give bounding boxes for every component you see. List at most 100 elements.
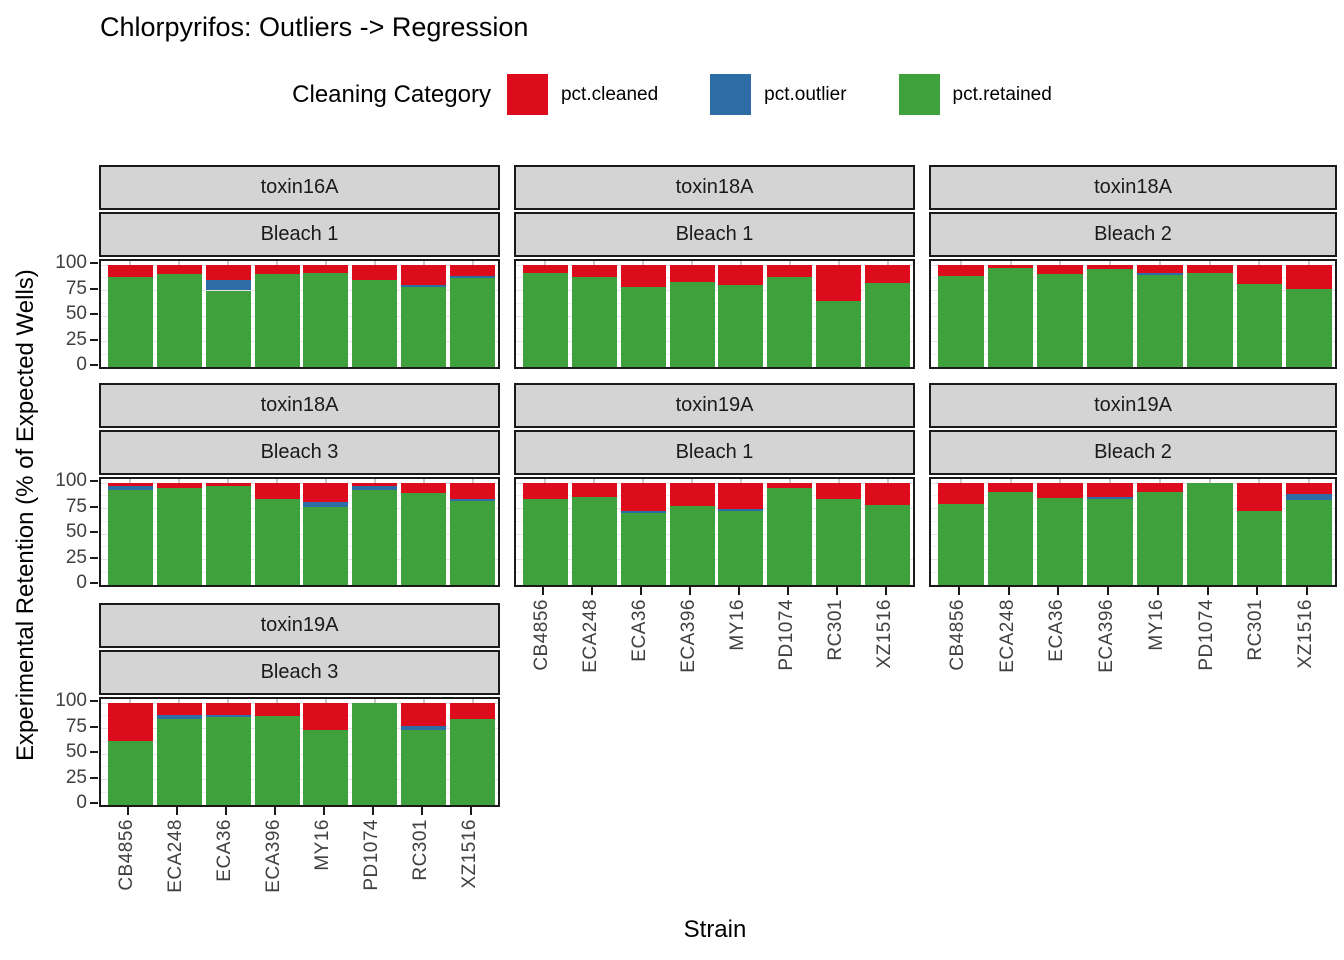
y-axis-tick [90, 531, 98, 533]
bar-segment-pct-retained [352, 280, 398, 367]
bar-segment-pct-retained [352, 703, 398, 805]
facet-strip-toxin: toxin18A [99, 383, 500, 428]
x-axis-tick-label: PD1074 [775, 599, 797, 671]
bar-segment-pct-retained [669, 506, 715, 585]
minor-tick [471, 261, 474, 265]
facet-strip-bleach: Bleach 1 [514, 430, 915, 475]
minor-tick [1258, 479, 1261, 483]
minor-tick [324, 699, 327, 703]
legend: Cleaning Category pct.cleaned pct.outlier… [0, 74, 1344, 115]
y-axis-tick [90, 313, 98, 315]
gridline [931, 302, 1335, 304]
bar-segment-pct-retained [816, 300, 862, 367]
x-axis-title: Strain [683, 916, 747, 943]
x-axis-tick-label: RC301 [824, 599, 846, 661]
y-axis-tick [90, 556, 98, 559]
bar-segment-pct-outlier [352, 486, 398, 491]
x-axis-tick-label: RC301 [409, 819, 431, 881]
minor-tick [1109, 261, 1112, 265]
bar-segment-pct-cleaned [450, 265, 496, 277]
bar-segment-pct-retained [1286, 500, 1333, 585]
bar-segment-pct-cleaned [450, 483, 496, 500]
minor-tick [276, 261, 279, 265]
bar-segment-pct-cleaned [401, 265, 447, 286]
facet-strip-bleach: Bleach 1 [99, 212, 500, 257]
x-axis-tick-label: ECA36 [214, 819, 236, 882]
bar-segment-pct-retained [937, 276, 984, 367]
minor-tick [373, 479, 376, 483]
x-axis-tick-label: ECA396 [263, 819, 285, 893]
y-axis-tick [90, 364, 98, 366]
bar-segment-pct-retained [401, 287, 447, 367]
minor-tick [324, 479, 327, 483]
minor-tick [178, 479, 181, 483]
facet-strip-toxin: toxin19A [514, 383, 915, 428]
bar-segment-pct-cleaned [205, 265, 251, 281]
x-axis-tick-label: ECA248 [165, 819, 187, 893]
minor-tick [178, 261, 181, 265]
bar-segment-pct-retained [205, 486, 251, 585]
gridline [931, 571, 1335, 573]
facet-panel [929, 477, 1337, 587]
facet-strip-toxin: toxin19A [99, 603, 500, 648]
bar-segment-pct-cleaned [107, 703, 153, 741]
bar-segment-pct-retained [450, 719, 496, 805]
minor-tick [1158, 479, 1161, 483]
facet-panel [99, 259, 500, 369]
bar-segment-pct-retained [1037, 498, 1084, 585]
minor-tick [1208, 261, 1211, 265]
gridline [931, 341, 1335, 342]
facet-strip-toxin: toxin18A [929, 165, 1337, 210]
x-axis-tick-label: CB4856 [531, 599, 553, 671]
minor-tick [544, 261, 547, 265]
bar-segment-pct-outlier [401, 726, 447, 730]
bar-segment-pct-outlier [1087, 497, 1133, 500]
bar-segment-pct-cleaned [303, 265, 349, 274]
minor-tick [837, 479, 840, 483]
bar-segment-pct-cleaned [1037, 483, 1084, 499]
x-axis-tick-label: PD1074 [1195, 599, 1217, 671]
y-axis-title: Experimental Retention (% of Expected We… [12, 269, 39, 761]
bar-segment-pct-cleaned [254, 265, 300, 275]
minor-tick [788, 479, 791, 483]
bar-segment-pct-cleaned [1286, 483, 1333, 495]
y-axis-tick-label: 100 [55, 252, 87, 273]
legend-item-pct-retained: pct.retained [898, 74, 1052, 115]
bar-segment-pct-retained [1186, 483, 1233, 585]
bar-segment-pct-retained [401, 729, 447, 805]
minor-tick [959, 479, 962, 483]
bar-segment-pct-cleaned [303, 483, 349, 503]
bar-segment-pct-cleaned [205, 483, 251, 487]
bar-segment-pct-retained [1087, 499, 1133, 585]
x-axis-tick [591, 587, 594, 595]
bar-segment-pct-cleaned [987, 483, 1034, 493]
minor-tick [1059, 479, 1062, 483]
minor-tick [1208, 479, 1211, 483]
minor-tick [422, 261, 425, 265]
minor-tick [1308, 261, 1311, 265]
x-axis-tick [1107, 587, 1110, 595]
x-axis-tick [689, 587, 692, 595]
bar-segment-pct-cleaned [107, 483, 153, 487]
x-axis-tick [542, 587, 545, 595]
bar-segment-pct-cleaned [303, 703, 349, 730]
bar-segment-pct-retained [987, 492, 1034, 585]
bar-segment-pct-retained [254, 499, 300, 585]
minor-tick [1258, 261, 1261, 265]
bar-segment-pct-cleaned [987, 265, 1034, 269]
bar-segment-pct-cleaned [1087, 265, 1133, 270]
facet-panel [99, 477, 500, 587]
bar-segment-pct-cleaned [156, 703, 202, 716]
bar-segment-pct-cleaned [865, 265, 911, 284]
minor-tick [276, 479, 279, 483]
bar-segment-pct-retained [1286, 289, 1333, 367]
bar-segment-pct-retained [303, 273, 349, 367]
x-axis-tick [1206, 587, 1209, 595]
bar-segment-pct-retained [767, 277, 813, 367]
gridline [931, 315, 1335, 317]
y-axis-tick-label: 0 [76, 792, 87, 813]
y-axis-tick [90, 700, 98, 702]
bar-segment-pct-cleaned [816, 483, 862, 500]
bar-segment-pct-outlier [450, 276, 496, 279]
minor-tick [178, 699, 181, 703]
